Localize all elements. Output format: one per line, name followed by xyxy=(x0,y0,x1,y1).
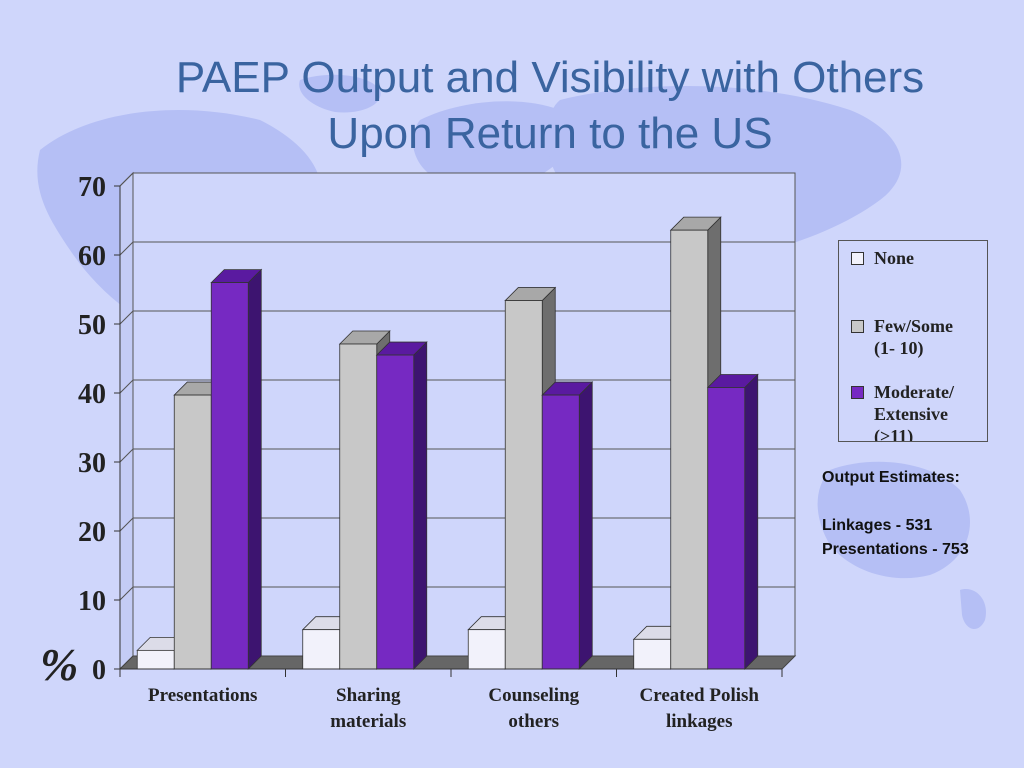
y-tick-label: 50 xyxy=(78,310,106,341)
y-tick-label: 40 xyxy=(78,379,106,410)
legend-item-moderate-extensive: Moderate/ Extensive (>11) xyxy=(851,381,984,442)
x-tick-label: others xyxy=(508,711,559,732)
bar xyxy=(302,629,341,670)
legend-item-few-some: Few/Some (1- 10) xyxy=(851,315,984,359)
y-tick-label: 20 xyxy=(78,517,106,548)
x-tick-label: Sharing xyxy=(336,685,401,706)
legend-swatch-moderate-extensive xyxy=(851,386,864,399)
legend-label-line: (>11) xyxy=(874,426,914,442)
legend-label-few-some: Few/Some (1- 10) xyxy=(874,315,984,359)
gridline xyxy=(119,241,795,256)
legend-swatch-none xyxy=(851,252,864,265)
legend-label-line: Moderate/ xyxy=(874,382,954,402)
x-tick-label: materials xyxy=(330,711,406,732)
bar xyxy=(633,638,672,670)
bar xyxy=(376,354,415,670)
bar xyxy=(541,394,580,670)
legend-label-none: None xyxy=(874,247,984,269)
bar xyxy=(339,343,378,670)
y-tick-label: 30 xyxy=(78,448,106,479)
bar xyxy=(136,649,175,670)
gridline xyxy=(119,379,795,394)
legend-item-none: None xyxy=(851,247,984,269)
output-estimates-note: Output Estimates: Linkages - 531 Present… xyxy=(822,466,1022,562)
y-tick-label: 0 xyxy=(92,655,106,686)
legend-label-moderate-extensive: Moderate/ Extensive (>11) xyxy=(874,381,984,442)
note-heading: Output Estimates: xyxy=(822,469,960,486)
legend-label-line: None xyxy=(874,248,914,268)
bar-side xyxy=(413,341,428,670)
bar xyxy=(707,387,746,670)
chart-legend: None Few/Some (1- 10) Moderate/ Extensiv… xyxy=(838,240,988,442)
legend-label-line: Extensive xyxy=(874,404,948,424)
bar xyxy=(670,229,709,670)
bar-side xyxy=(247,268,262,670)
bar xyxy=(173,394,212,670)
gridline xyxy=(119,172,795,187)
y-axis-label: % xyxy=(40,639,79,690)
bar xyxy=(210,282,249,670)
chart-title: PAEP Output and Visibility with Others U… xyxy=(100,50,1000,162)
y-tick-label: 70 xyxy=(78,172,106,203)
chart-title-line-1: PAEP Output and Visibility with Others xyxy=(175,53,925,102)
y-tick-label: 60 xyxy=(78,241,106,272)
legend-label-line: (1- 10) xyxy=(874,338,924,358)
chart-title-line-2: Upon Return to the US xyxy=(327,109,773,158)
legend-swatch-few-some xyxy=(851,320,864,333)
bar xyxy=(467,629,506,670)
x-tick-label: linkages xyxy=(666,711,733,732)
plot-left-wall xyxy=(119,171,134,671)
x-tick-label: Presentations xyxy=(148,685,257,706)
x-tick-label: Created Polish xyxy=(640,685,760,706)
bar xyxy=(504,300,543,670)
bar-side xyxy=(578,381,593,670)
note-line-presentations: Presentations - 753 xyxy=(822,541,969,558)
note-line-linkages: Linkages - 531 xyxy=(822,517,933,534)
gridline xyxy=(119,310,795,325)
legend-label-line: Few/Some xyxy=(874,316,953,336)
x-tick-label: Counseling xyxy=(488,685,579,706)
y-tick-label: 10 xyxy=(78,586,106,617)
bar-side xyxy=(744,373,759,670)
